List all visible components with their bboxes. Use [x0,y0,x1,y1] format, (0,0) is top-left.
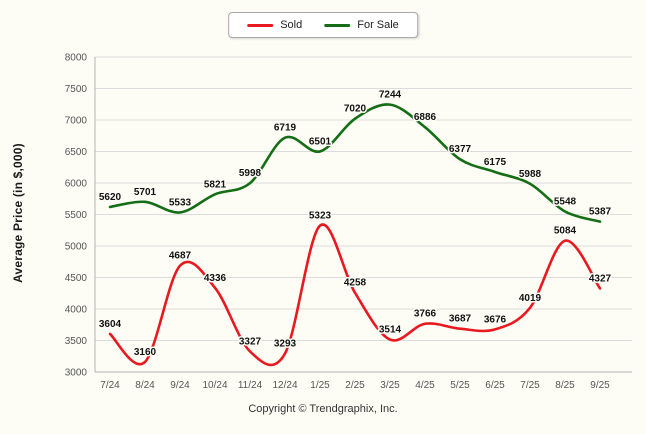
y-tick-label: 7500 [65,84,88,95]
x-tick-label: 4/25 [415,380,435,391]
point-label: 4258 [344,278,367,289]
y-axis-title: Average Price (in $,000) [11,143,25,283]
point-label: 3160 [134,347,157,358]
x-tick-label: 8/25 [555,380,575,391]
point-label: 3293 [274,339,297,350]
y-tick-label: 5500 [65,210,88,221]
point-label: 4687 [169,251,192,262]
x-tick-label: 5/25 [450,380,470,391]
point-label: 5323 [309,211,332,222]
point-label: 5387 [589,207,612,218]
point-label: 4019 [519,293,542,304]
point-label: 5620 [99,192,122,203]
legend-item-for-sale: For Sale [324,19,399,31]
x-tick-label: 1/25 [310,380,330,391]
for-sale-line-swatch [324,23,351,27]
point-label: 3604 [99,319,122,330]
x-tick-label: 10/24 [202,380,227,391]
x-tick-label: 9/25 [590,380,610,391]
point-label: 5821 [204,179,227,190]
y-tick-label: 6000 [65,179,88,190]
point-label: 6377 [449,144,472,155]
point-label: 3687 [449,314,472,325]
x-tick-label: 9/24 [170,380,190,391]
y-tick-label: 3000 [65,368,88,379]
y-tick-label: 7000 [65,116,88,127]
series-line-sold [108,223,602,367]
y-tick-label: 6500 [65,147,88,158]
point-label: 5533 [169,197,192,208]
x-tick-label: 3/25 [380,380,400,391]
y-tick-label: 4000 [65,305,88,316]
point-label: 6501 [309,136,332,147]
x-tick-label: 2/25 [345,380,365,391]
y-tick-label: 5000 [65,242,88,253]
point-label: 3327 [239,336,262,347]
point-label: 4336 [204,273,227,284]
point-label: 5998 [239,168,262,179]
point-label: 6719 [274,123,297,134]
point-label: 6175 [484,157,507,168]
point-label: 5084 [554,226,577,237]
point-label: 3676 [484,314,507,325]
x-tick-label: 7/25 [520,380,540,391]
legend-label-sold: Sold [280,19,303,31]
point-label: 5701 [134,187,157,198]
x-tick-label: 8/24 [135,380,155,391]
point-label: 3766 [414,309,437,320]
y-tick-label: 3500 [65,336,88,347]
legend-label-for-sale: For Sale [357,19,399,31]
copyright-text: Copyright © Trendgraphix, Inc. [248,403,398,415]
point-label: 3514 [379,325,402,336]
legend: Sold For Sale [228,12,418,38]
point-label: 4327 [589,273,612,284]
point-label: 5988 [519,169,542,180]
x-tick-label: 6/25 [485,380,505,391]
point-label: 6886 [414,112,437,123]
x-tick-label: 11/24 [238,380,263,391]
price-trend-chart: 3000 3500 4000 4500 5000 5500 6000 6500 7000 7500… [65,53,632,391]
point-label: 5548 [554,196,577,207]
point-label: 7020 [344,104,367,115]
x-tick-label: 7/24 [100,380,120,391]
series-line-for-sale [108,103,602,223]
y-tick-label: 4500 [65,273,88,284]
sold-line-swatch [247,23,274,27]
point-label: 7244 [379,90,402,101]
legend-item-sold: Sold [247,19,302,31]
x-tick-label: 12/24 [272,380,297,391]
y-tick-label: 8000 [65,53,88,64]
